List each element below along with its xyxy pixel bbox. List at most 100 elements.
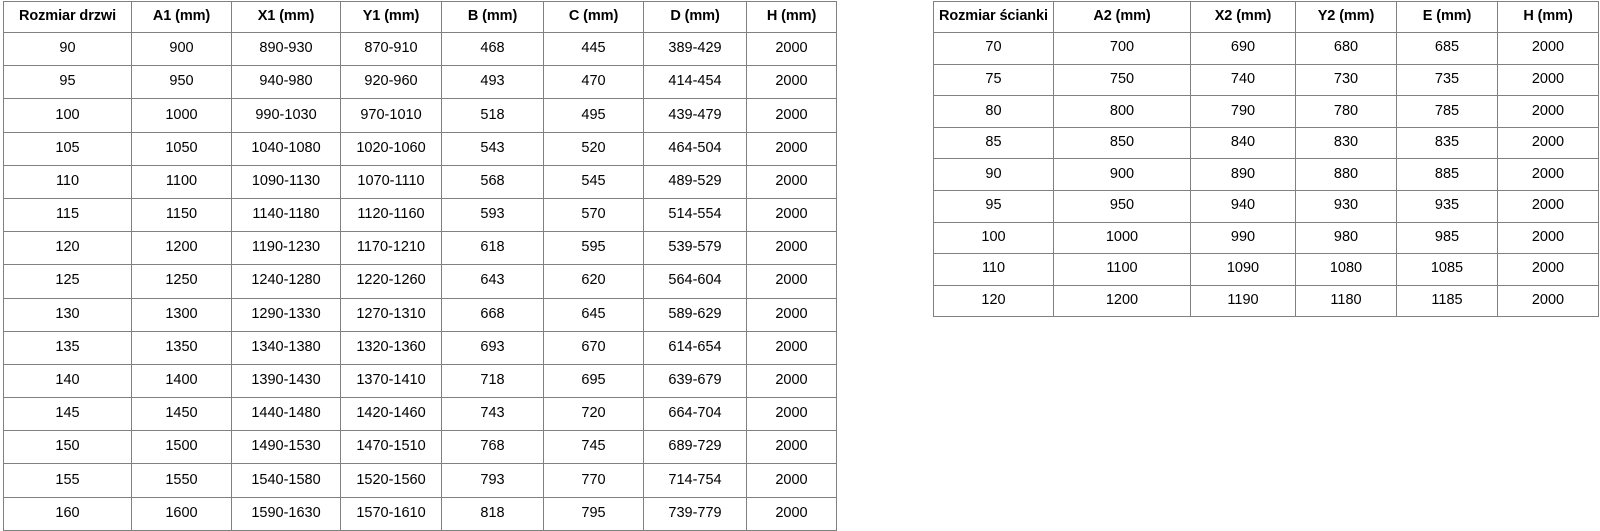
data-cell: 389-429 <box>643 31 747 67</box>
data-cell: 2000 <box>746 330 837 365</box>
table-row: 130 1300 1290-1330 1270-1310 668 645 589-629 20… <box>3 297 837 332</box>
table-row: 140 1400 1390-1430 1370-1410 718 695 639-679 20… <box>3 363 837 399</box>
walls-table-container: Rozmiar ścianki A2 (mm) X2 (mm) Y2 (mm) E (m… <box>933 1 1599 318</box>
data-cell: 568 <box>441 164 544 199</box>
data-cell: 614-654 <box>643 330 747 365</box>
data-cell: 1120-1160 <box>340 197 442 233</box>
data-cell: 2000 <box>746 164 837 199</box>
doors-table-container: Rozmiar drzwi A1 (mm) X1 (mm) Y1 (mm) B (mm)… <box>3 1 837 531</box>
data-cell: 2000 <box>746 231 837 266</box>
data-cell: 593 <box>441 197 544 233</box>
data-cell: 2000 <box>1497 32 1599 65</box>
data-cell: 1000 <box>1053 221 1191 255</box>
row-label-cell: 90 <box>933 158 1054 191</box>
table-row: 120 1200 1190 1180 1185 2000 <box>933 284 1599 318</box>
table-row: 155 1550 1540-1580 1520-1560 793 770 714-754 20… <box>3 463 837 498</box>
row-label-cell: 120 <box>933 284 1054 318</box>
column-header: H (mm) <box>746 1 837 33</box>
data-cell: 2000 <box>1497 126 1599 160</box>
data-cell: 1270-1310 <box>340 297 442 332</box>
doors-specification-table: Rozmiar drzwi A1 (mm) X1 (mm) Y1 (mm) B (mm)… <box>3 1 837 531</box>
row-label-cell: 75 <box>933 63 1054 97</box>
data-cell: 950 <box>1053 189 1191 223</box>
data-cell: 468 <box>441 31 544 67</box>
data-cell: 1420-1460 <box>340 397 442 432</box>
data-cell: 1090 <box>1190 253 1296 286</box>
data-cell: 768 <box>441 430 544 465</box>
table-row: 105 1050 1040-1080 1020-1060 543 520 464-504 20… <box>3 131 837 166</box>
data-cell: 1190-1230 <box>231 231 341 266</box>
column-header: B (mm) <box>441 1 544 33</box>
data-cell: 940 <box>1190 189 1296 223</box>
data-cell: 2000 <box>746 98 837 133</box>
data-cell: 940-980 <box>231 65 341 100</box>
column-header: D (mm) <box>643 1 747 33</box>
data-cell: 1070-1110 <box>340 164 442 199</box>
data-cell: 489-529 <box>643 164 747 199</box>
data-cell: 1550 <box>131 463 232 498</box>
data-cell: 890 <box>1190 158 1296 191</box>
data-cell: 870-910 <box>340 31 442 67</box>
data-cell: 1240-1280 <box>231 264 341 299</box>
data-cell: 620 <box>543 264 644 299</box>
data-cell: 1200 <box>1053 284 1191 318</box>
row-label-cell: 100 <box>933 221 1054 255</box>
data-cell: 1170-1210 <box>340 231 442 266</box>
data-cell: 439-479 <box>643 98 747 133</box>
column-header: Rozmiar drzwi <box>3 1 132 33</box>
column-header: A1 (mm) <box>131 1 232 33</box>
data-cell: 1050 <box>131 131 232 166</box>
row-label-cell: 100 <box>3 98 132 133</box>
data-cell: 790 <box>1190 95 1296 128</box>
data-cell: 2000 <box>1497 221 1599 255</box>
data-cell: 668 <box>441 297 544 332</box>
table-row: 145 1450 1440-1480 1420-1460 743 720 664-704 20… <box>3 397 837 432</box>
data-cell: 1085 <box>1396 253 1498 286</box>
data-cell: 735 <box>1396 63 1498 97</box>
data-cell: 900 <box>131 31 232 67</box>
data-cell: 2000 <box>746 31 837 67</box>
column-header: Y2 (mm) <box>1295 1 1397 33</box>
data-cell: 1370-1410 <box>340 363 442 399</box>
data-cell: 1290-1330 <box>231 297 341 332</box>
data-cell: 564-604 <box>643 264 747 299</box>
table-row: 100 1000 990 980 985 2000 <box>933 221 1599 255</box>
data-cell: 2000 <box>1497 284 1599 318</box>
data-cell: 980 <box>1295 221 1397 255</box>
data-cell: 645 <box>543 297 644 332</box>
data-cell: 1200 <box>131 231 232 266</box>
data-cell: 1520-1560 <box>340 463 442 498</box>
column-header: Y1 (mm) <box>340 1 442 33</box>
data-cell: 1180 <box>1295 284 1397 318</box>
table-row: 85 850 840 830 835 2000 <box>933 126 1599 160</box>
table-row: 120 1200 1190-1230 1170-1210 618 595 539-579 20… <box>3 231 837 266</box>
row-label-cell: 110 <box>933 253 1054 286</box>
data-cell: 1190 <box>1190 284 1296 318</box>
table-row: 100 1000 990-1030 970-1010 518 495 439-479 2000 <box>3 98 837 133</box>
data-cell: 1040-1080 <box>231 131 341 166</box>
table-row: 110 1100 1090 1080 1085 2000 <box>933 253 1599 286</box>
data-cell: 1500 <box>131 430 232 465</box>
data-cell: 2000 <box>1497 95 1599 128</box>
row-label-cell: 70 <box>933 32 1054 65</box>
data-cell: 1390-1430 <box>231 363 341 399</box>
data-cell: 493 <box>441 65 544 100</box>
data-cell: 2000 <box>746 297 837 332</box>
data-cell: 1140-1180 <box>231 197 341 233</box>
data-cell: 780 <box>1295 95 1397 128</box>
data-cell: 800 <box>1053 95 1191 128</box>
table-row: 150 1500 1490-1530 1470-1510 768 745 689-729 20… <box>3 430 837 465</box>
table-row: 125 1250 1240-1280 1220-1260 643 620 564-604 20… <box>3 264 837 299</box>
data-cell: 595 <box>543 231 644 266</box>
data-cell: 618 <box>441 231 544 266</box>
data-cell: 495 <box>543 98 644 133</box>
row-label-cell: 120 <box>3 231 132 266</box>
row-label-cell: 145 <box>3 397 132 432</box>
data-cell: 718 <box>441 363 544 399</box>
data-cell: 2000 <box>746 65 837 100</box>
row-label-cell: 95 <box>3 65 132 100</box>
table-row: 80 800 790 780 785 2000 <box>933 95 1599 128</box>
row-label-cell: 115 <box>3 197 132 233</box>
row-label-cell: 150 <box>3 430 132 465</box>
data-cell: 1020-1060 <box>340 131 442 166</box>
